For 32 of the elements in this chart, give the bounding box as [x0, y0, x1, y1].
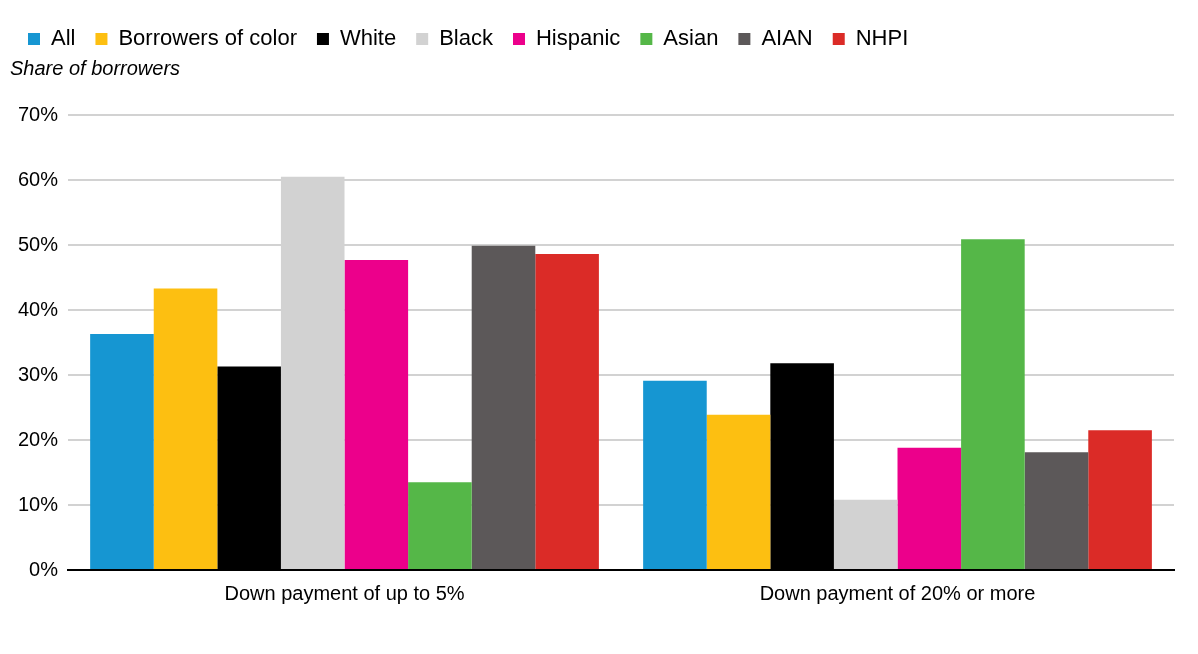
y-tick-label: 10%: [18, 492, 59, 515]
bar: [344, 259, 409, 569]
bar: [961, 239, 1025, 569]
y-tick-label: 20%: [18, 427, 59, 450]
bar: [1088, 430, 1152, 569]
legend-label: White: [339, 25, 397, 51]
legend-label: AIAN: [761, 25, 813, 51]
legend-label: All: [51, 25, 76, 51]
bar: [706, 414, 771, 569]
bar: [471, 245, 536, 569]
bar: [833, 499, 898, 569]
bar: [897, 447, 962, 569]
bar: [90, 334, 154, 569]
legend-label: Borrowers of color: [118, 25, 297, 51]
y-tick-label: 70%: [18, 102, 59, 125]
legend-label: Hispanic: [535, 25, 621, 51]
y-tick-label: 40%: [18, 297, 59, 320]
bar: [408, 482, 472, 569]
x-tick-label: Down payment of up to 5%: [224, 581, 465, 604]
legend-label: NHPI: [855, 25, 909, 51]
y-tick-label: 0%: [29, 557, 59, 580]
bar: [153, 288, 218, 569]
y-tick-label: 30%: [18, 362, 59, 385]
bar: [535, 254, 599, 569]
legend-label: Black: [439, 25, 494, 51]
x-tick-label: Down payment of 20% or more: [759, 581, 1036, 604]
y-tick-label: 60%: [18, 167, 59, 190]
bar: [1024, 452, 1089, 569]
bar: [643, 380, 707, 569]
y-tick-label: 50%: [18, 232, 59, 255]
y-axis-title: Share of borrowers: [10, 56, 181, 79]
legend-label: Asian: [663, 25, 719, 51]
